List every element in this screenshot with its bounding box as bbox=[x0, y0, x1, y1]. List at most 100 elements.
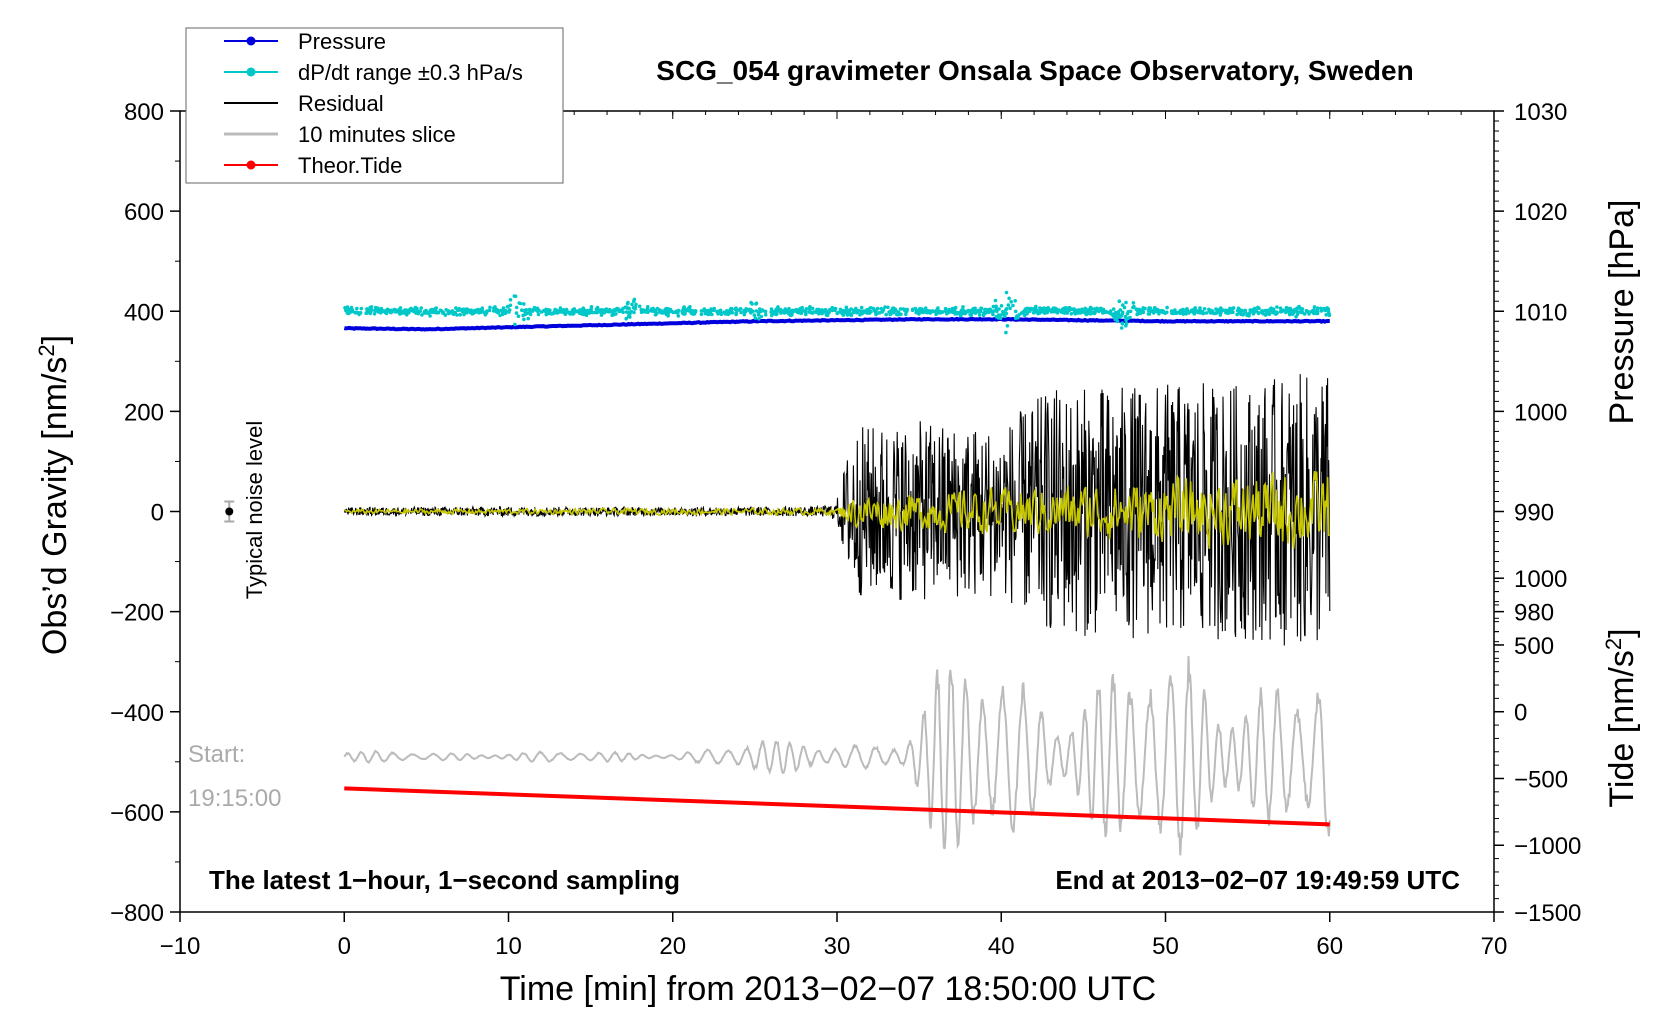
ticks-layer: −10 0 10 20 30 40 50 60 708006004002000−200−400−… bbox=[110, 99, 1581, 960]
dpdt-point bbox=[1067, 306, 1072, 310]
dpdt-point bbox=[807, 306, 812, 311]
dpdt-point bbox=[868, 306, 873, 310]
dpdt-point bbox=[1315, 311, 1319, 316]
series-layer bbox=[224, 290, 1332, 856]
dpdt-point bbox=[1219, 306, 1223, 310]
dpdt-point bbox=[757, 317, 761, 321]
dpdt-point bbox=[718, 311, 723, 316]
dpdt-point bbox=[523, 308, 527, 313]
dpdt-point bbox=[950, 306, 955, 311]
dpdt-point bbox=[699, 309, 704, 313]
dpdt-point bbox=[779, 311, 783, 315]
dpdt-point bbox=[1294, 315, 1298, 319]
dpdt-point bbox=[1209, 309, 1214, 313]
dpdt-point bbox=[966, 308, 970, 313]
y-tick-label: 200 bbox=[124, 399, 164, 426]
dpdt-point bbox=[1135, 312, 1139, 317]
dpdt-point bbox=[376, 307, 381, 311]
dpdt-point bbox=[1312, 305, 1317, 309]
dpdt-point bbox=[1120, 312, 1125, 316]
dpdt-point bbox=[769, 313, 774, 318]
dpdt-point bbox=[496, 310, 501, 315]
x-tick-label: 30 bbox=[824, 933, 851, 960]
dpdt-point bbox=[1004, 307, 1009, 311]
dpdt-point bbox=[1034, 309, 1039, 314]
dpdt-point bbox=[1123, 314, 1128, 319]
dpdt-point bbox=[1286, 307, 1291, 311]
dpdt-point bbox=[947, 308, 951, 313]
dpdt-point bbox=[884, 312, 888, 317]
dpdt-point bbox=[943, 309, 947, 313]
dpdt-point bbox=[803, 311, 808, 316]
dpdt-point bbox=[753, 316, 758, 320]
dpdt-point bbox=[674, 309, 678, 314]
dpdt-point bbox=[558, 306, 563, 310]
dpdt-point bbox=[820, 310, 824, 314]
dpdt-point bbox=[632, 310, 636, 315]
dpdt-point bbox=[495, 307, 499, 312]
dpdt-point bbox=[398, 308, 402, 313]
dpdt-point bbox=[628, 312, 632, 316]
tide-tick-label: −1000 bbox=[1514, 833, 1581, 860]
dpdt-point bbox=[1156, 308, 1160, 312]
dpdt-point bbox=[653, 313, 658, 317]
dpdt-point bbox=[797, 308, 802, 312]
dpdt-point bbox=[1256, 305, 1260, 310]
dpdt-point bbox=[508, 298, 513, 302]
dpdt-point bbox=[836, 310, 840, 315]
dpdt-point bbox=[385, 307, 390, 312]
dpdt-point bbox=[627, 306, 631, 311]
dpdt-point bbox=[847, 308, 851, 313]
legend-label: 10 minutes slice bbox=[298, 122, 456, 147]
dpdt-point bbox=[458, 312, 463, 317]
dpdt-point bbox=[1271, 310, 1275, 314]
sampling-note: The latest 1−hour, 1−second sampling bbox=[209, 865, 680, 895]
dpdt-point bbox=[1021, 310, 1025, 315]
dpdt-point bbox=[458, 308, 463, 312]
x-tick-label: 0 bbox=[338, 933, 351, 960]
y-tick-label: −400 bbox=[110, 700, 164, 727]
dpdt-point bbox=[447, 311, 452, 315]
dpdt-point bbox=[991, 312, 995, 317]
dpdt-point bbox=[898, 307, 903, 311]
dpdt-point bbox=[833, 308, 837, 313]
dpdt-point bbox=[775, 307, 779, 312]
dpdt-point bbox=[493, 305, 497, 309]
dpdt-point bbox=[915, 309, 920, 314]
dpdt-point bbox=[1279, 308, 1284, 312]
dpdt-point bbox=[518, 301, 523, 306]
pressure-tick-label: 1020 bbox=[1514, 199, 1567, 226]
dpdt-point bbox=[1119, 326, 1124, 330]
dpdt-point bbox=[1302, 312, 1307, 316]
dpdt-point bbox=[1147, 312, 1152, 316]
dpdt-point bbox=[462, 312, 466, 317]
dpdt-point bbox=[1004, 311, 1009, 316]
dpdt-point bbox=[1053, 306, 1058, 311]
dpdt-point bbox=[343, 306, 347, 310]
dpdt-point bbox=[1284, 310, 1288, 315]
dpdt-point bbox=[539, 310, 544, 314]
dpdt-point bbox=[739, 310, 743, 315]
dpdt-point bbox=[1045, 310, 1050, 315]
dpdt-point bbox=[420, 313, 424, 317]
dpdt-point bbox=[1101, 309, 1105, 314]
dpdt-point bbox=[723, 312, 728, 316]
tide-tick-label: 0 bbox=[1514, 700, 1527, 727]
dpdt-point bbox=[859, 311, 863, 316]
dpdt-point bbox=[999, 313, 1003, 317]
dpdt-point bbox=[1111, 314, 1116, 318]
dpdt-point bbox=[632, 299, 636, 304]
x-tick-label: 70 bbox=[1481, 933, 1508, 960]
dpdt-point bbox=[597, 309, 602, 314]
dpdt-point bbox=[426, 311, 431, 315]
dpdt-point bbox=[817, 307, 821, 312]
dpdt-point bbox=[919, 310, 924, 314]
dpdt-point bbox=[561, 308, 565, 313]
y-tick-label: 600 bbox=[124, 199, 164, 226]
dpdt-point bbox=[1009, 300, 1013, 304]
dpdt-point bbox=[883, 305, 887, 309]
dpdt-point bbox=[1229, 310, 1234, 315]
legend-swatch-marker bbox=[246, 67, 256, 77]
dpdt-point bbox=[1092, 311, 1097, 315]
y-tick-label: 800 bbox=[124, 99, 164, 126]
